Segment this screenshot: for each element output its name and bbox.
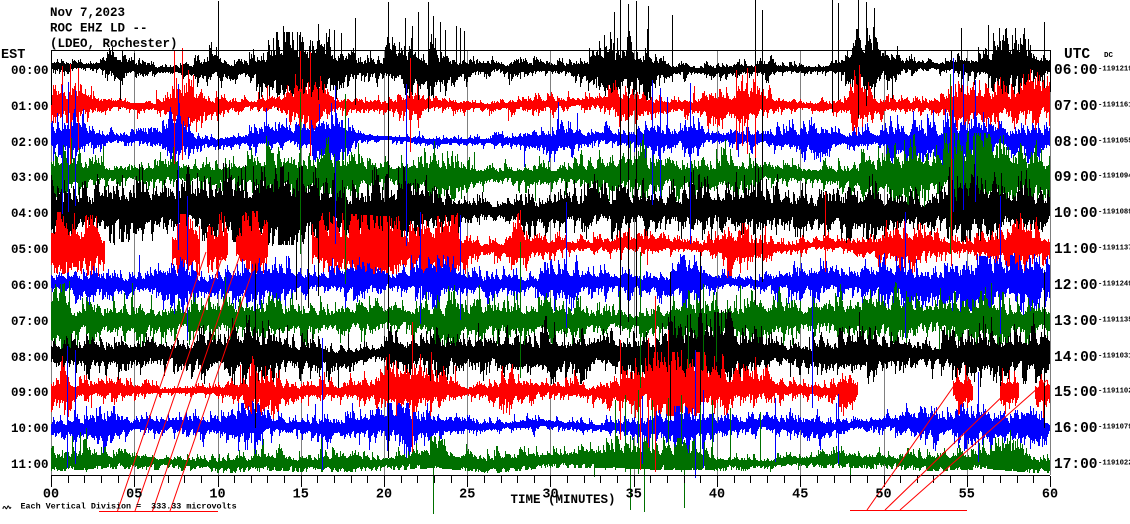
svg-text:Nov 7,2023: Nov 7,2023	[50, 6, 125, 20]
svg-text:Each Vertical Division = 333.: Each Vertical Division = 333.33 microvol…	[21, 502, 237, 512]
svg-text:16:00: 16:00	[1054, 421, 1098, 437]
svg-text:-1191094: -1191094	[1098, 173, 1130, 181]
svg-text:45: 45	[792, 488, 808, 503]
svg-text:-1191089: -1191089	[1098, 209, 1130, 217]
svg-text:-1191161: -1191161	[1098, 102, 1130, 110]
svg-text:35: 35	[626, 488, 642, 503]
svg-text:05:00: 05:00	[11, 243, 49, 257]
svg-text:12:00: 12:00	[1054, 278, 1098, 294]
svg-text:-1191249: -1191249	[1098, 281, 1130, 289]
svg-text:55: 55	[959, 488, 975, 503]
svg-text:15:00: 15:00	[1054, 385, 1098, 401]
svg-text:03:00: 03:00	[11, 171, 49, 185]
svg-text:09:00: 09:00	[1054, 170, 1098, 186]
svg-text:-1191219: -1191219	[1098, 66, 1130, 74]
svg-text:-1191135: -1191135	[1098, 317, 1130, 325]
svg-text:-1191031: -1191031	[1098, 353, 1130, 361]
svg-text:04:00: 04:00	[11, 207, 49, 221]
svg-text:30: 30	[542, 488, 558, 503]
svg-text:-1191079: -1191079	[1098, 424, 1130, 432]
svg-text:11:00: 11:00	[11, 458, 49, 472]
svg-text:15: 15	[293, 488, 309, 503]
svg-text:TIME (MINUTES): TIME (MINUTES)	[510, 493, 615, 507]
svg-text:17:00: 17:00	[1054, 457, 1098, 473]
svg-text:08:00: 08:00	[1054, 135, 1098, 151]
svg-text:ROC EHZ LD --: ROC EHZ LD --	[50, 22, 148, 36]
svg-text:08:00: 08:00	[11, 351, 49, 365]
svg-text:-1191102: -1191102	[1098, 388, 1130, 396]
svg-text:10:00: 10:00	[1054, 206, 1098, 222]
svg-text:06:00: 06:00	[11, 279, 49, 293]
svg-text:20: 20	[376, 488, 392, 503]
svg-text:01:00: 01:00	[11, 100, 49, 114]
svg-text:50: 50	[875, 488, 891, 503]
svg-text:40: 40	[709, 488, 725, 503]
svg-text:11:00: 11:00	[1054, 242, 1098, 258]
svg-text:EST: EST	[1, 48, 25, 63]
svg-text:07:00: 07:00	[1054, 99, 1098, 115]
svg-text:09:00: 09:00	[11, 386, 49, 400]
svg-text:05: 05	[126, 488, 142, 503]
svg-text:02:00: 02:00	[11, 136, 49, 150]
svg-text:DC: DC	[1104, 52, 1114, 60]
svg-text:60: 60	[1042, 488, 1058, 503]
svg-text:07:00: 07:00	[11, 315, 49, 329]
svg-text:10: 10	[209, 488, 225, 503]
svg-text:-1191022: -1191022	[1098, 460, 1130, 468]
svg-text:-1191055: -1191055	[1098, 138, 1130, 146]
svg-text:14:00: 14:00	[1054, 350, 1098, 366]
svg-text:-1191137: -1191137	[1098, 245, 1130, 253]
svg-text:UTC: UTC	[1064, 47, 1090, 63]
svg-text:00:00: 00:00	[11, 64, 49, 78]
svg-text:13:00: 13:00	[1054, 314, 1098, 330]
svg-text:06:00: 06:00	[1054, 63, 1098, 79]
svg-text:25: 25	[459, 488, 475, 503]
svg-text:00: 00	[43, 488, 59, 503]
svg-text:(LDEO, Rochester): (LDEO, Rochester)	[50, 37, 178, 51]
svg-text:10:00: 10:00	[11, 422, 49, 436]
